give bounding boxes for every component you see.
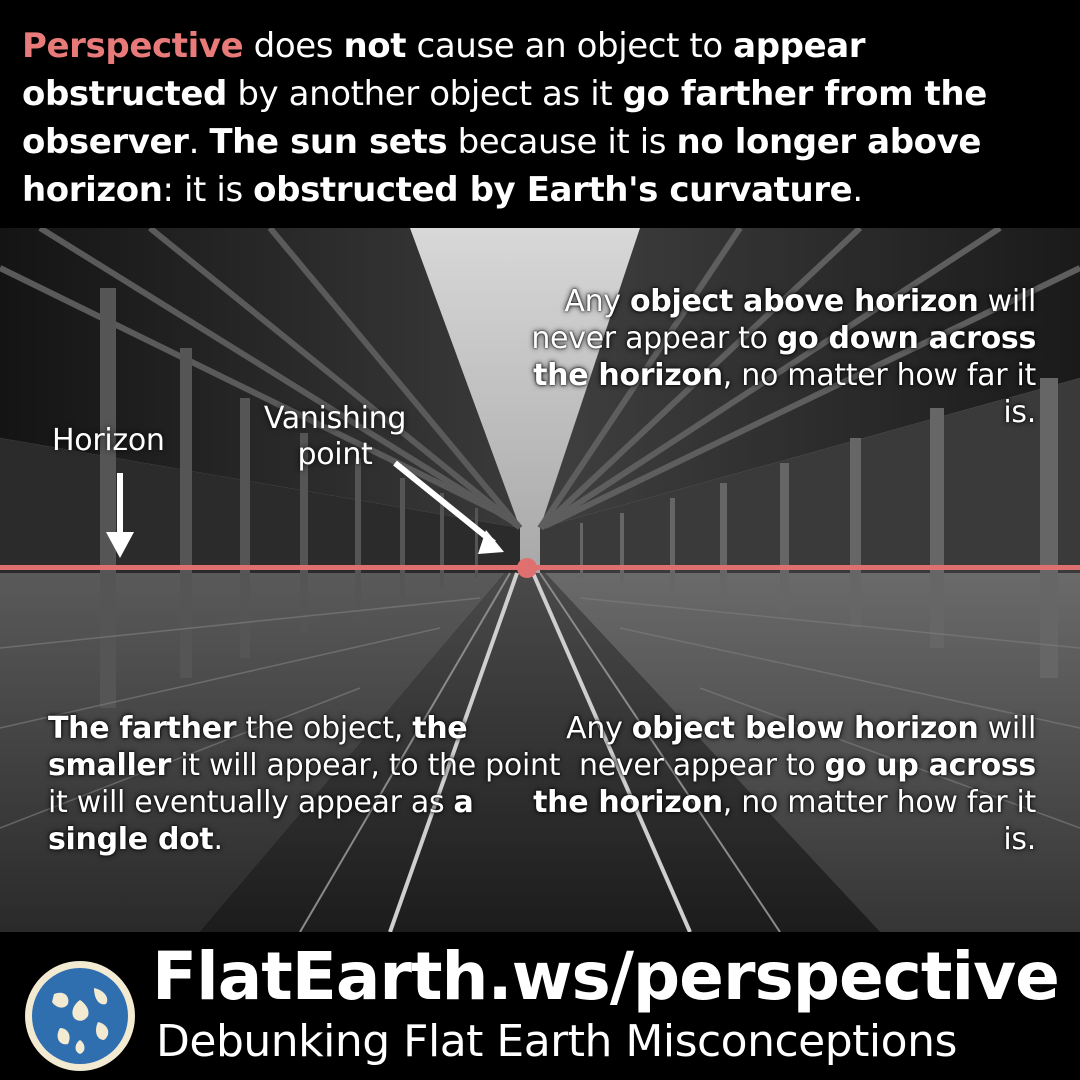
text-run: go up across the horizon	[533, 748, 1036, 820]
text-run: .	[852, 170, 863, 210]
text-run: the smaller	[48, 711, 468, 783]
text-run: Any	[564, 284, 630, 319]
vanishing-point-label: Vanishing point	[263, 401, 407, 472]
text-run: object above horizon	[629, 284, 979, 319]
text-run: it will appear, to the point it will eve…	[48, 748, 561, 820]
text-run: , no matter how far it is.	[722, 785, 1037, 857]
text-run: The farther	[48, 711, 237, 746]
text-run: go down across the horizon	[533, 321, 1036, 393]
text-run: go farther from the observer	[22, 74, 987, 162]
note-farther-object: The farther the object, the smaller it w…	[48, 710, 568, 858]
note-object-below-horizon: Any object below horizon will never appe…	[516, 710, 1036, 858]
text-run: does	[243, 26, 344, 66]
text-run: by another object as it	[226, 74, 623, 114]
text-run: because it is	[447, 122, 677, 162]
text-run: .	[188, 122, 210, 162]
footer: FlatEarth.ws/perspective Debunking Flat …	[0, 932, 1080, 1080]
globe-icon	[24, 960, 136, 1072]
text-run: : it is	[162, 170, 254, 210]
text-run: Any	[566, 711, 632, 746]
note-object-above-horizon: Any object above horizon will never appe…	[516, 283, 1036, 431]
text-run: appear obstructed	[22, 26, 866, 114]
text-run: Perspective	[22, 26, 244, 66]
tagline: Debunking Flat Earth Misconceptions	[156, 1016, 957, 1067]
text-run: the object,	[236, 711, 413, 746]
headline: Perspective does not cause an object to …	[22, 22, 1062, 214]
text-run: no longer above horizon	[22, 122, 982, 210]
text-run: .	[213, 822, 223, 857]
text-run: a single dot	[48, 785, 474, 857]
text-run: cause an object to	[406, 26, 734, 66]
horizon-label: Horizon	[52, 423, 165, 458]
text-run: will never appear to	[579, 711, 1036, 783]
text-run: will never appear to	[531, 284, 1036, 356]
text-run: obstructed by Earth's curvature	[253, 170, 853, 210]
text-run: not	[343, 26, 407, 66]
train-station-photo: Horizon Vanishing point Any object above…	[0, 228, 1080, 932]
text-run: object below horizon	[631, 711, 979, 746]
text-run: , no matter how far it is.	[722, 358, 1037, 430]
station-scene-graphic	[0, 228, 1080, 932]
text-run: The sun sets	[209, 122, 448, 162]
site-url: FlatEarth.ws/perspective	[152, 938, 1060, 1015]
